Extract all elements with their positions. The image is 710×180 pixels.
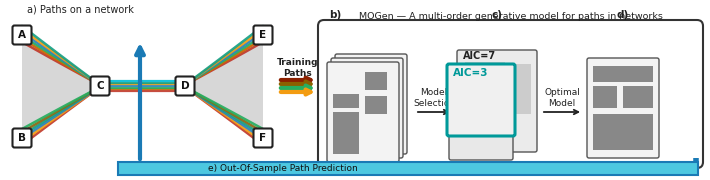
FancyBboxPatch shape	[253, 26, 273, 44]
Text: C: C	[96, 81, 104, 91]
FancyBboxPatch shape	[587, 58, 659, 158]
FancyBboxPatch shape	[447, 64, 515, 136]
Text: Model
Selection: Model Selection	[413, 88, 455, 108]
Text: AIC=5: AIC=5	[453, 96, 486, 106]
Text: AIC=3: AIC=3	[453, 68, 488, 78]
Bar	[118, 162, 698, 175]
Text: A: A	[18, 30, 26, 40]
Bar	[593, 66, 653, 82]
Bar	[511, 64, 531, 114]
FancyBboxPatch shape	[13, 26, 31, 44]
FancyBboxPatch shape	[13, 129, 31, 147]
Bar	[333, 112, 359, 154]
Bar	[465, 92, 505, 124]
Text: AIC=7: AIC=7	[463, 51, 496, 61]
Polygon shape	[185, 35, 263, 138]
Bar	[333, 94, 359, 108]
FancyBboxPatch shape	[335, 54, 407, 154]
Polygon shape	[22, 35, 100, 138]
Bar	[465, 62, 505, 84]
Bar	[593, 86, 617, 108]
FancyBboxPatch shape	[327, 62, 399, 162]
Text: Training
Paths: Training Paths	[277, 58, 319, 78]
Bar	[365, 72, 387, 90]
Text: B: B	[18, 133, 26, 143]
FancyBboxPatch shape	[318, 20, 703, 168]
FancyBboxPatch shape	[253, 129, 273, 147]
Text: a) Paths on a network: a) Paths on a network	[26, 5, 133, 15]
FancyBboxPatch shape	[449, 90, 513, 160]
Text: D: D	[180, 81, 190, 91]
Text: d): d)	[617, 10, 629, 20]
Text: F: F	[259, 133, 266, 143]
Bar	[365, 96, 387, 114]
Bar	[623, 86, 653, 108]
Text: e) Out-Of-Sample Path Prediction: e) Out-Of-Sample Path Prediction	[208, 164, 358, 173]
Text: E: E	[259, 30, 266, 40]
Bar	[118, 162, 698, 175]
Bar	[593, 114, 653, 150]
FancyBboxPatch shape	[90, 76, 109, 96]
Text: c): c)	[491, 10, 503, 20]
Text: b): b)	[329, 10, 342, 20]
FancyBboxPatch shape	[457, 50, 537, 152]
FancyBboxPatch shape	[331, 58, 403, 158]
FancyBboxPatch shape	[175, 76, 195, 96]
Text: MOGen — A multi-order generative model for paths in networks: MOGen — A multi-order generative model f…	[359, 12, 662, 21]
Text: Optimal
Model: Optimal Model	[544, 88, 580, 108]
